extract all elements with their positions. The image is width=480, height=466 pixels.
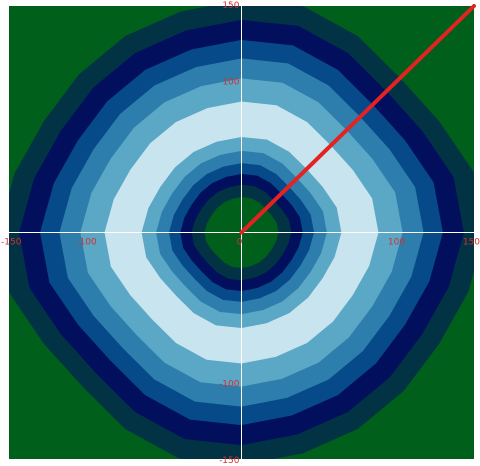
x-tick-label-0: -150 [1,238,22,248]
x-tick-label-1: -100 [76,238,97,248]
y-tick-label-0: 150 [222,1,239,11]
ray-layer [239,4,476,235]
x-tick-label-2: 0 [237,238,243,248]
y-tick-label-3: -150 [219,456,240,466]
x-tick-label-4: 150 [463,238,480,248]
ray-line [239,4,476,235]
x-tick-label-3: 100 [388,238,405,248]
y-tick-label-1: 100 [222,78,239,88]
y-tick-label-2: -100 [219,380,240,390]
